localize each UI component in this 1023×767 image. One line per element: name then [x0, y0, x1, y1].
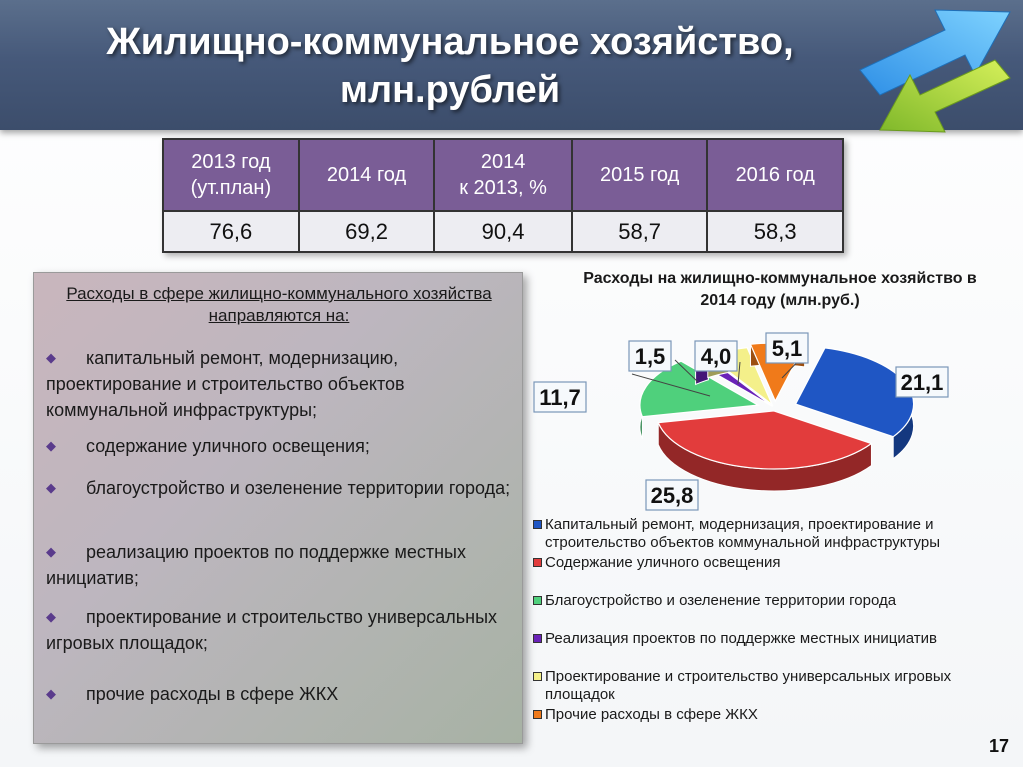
- leader-line: [674, 359, 699, 383]
- legend-label: Содержание уличного освещения: [545, 554, 781, 571]
- list-item: ◆ прочие расходы в сфере ЖКХ: [46, 681, 516, 707]
- page-title-line2: млн.рублей: [339, 69, 561, 111]
- pie-slice: [794, 347, 915, 460]
- list-item: ◆ проектирование и строительство универса…: [46, 604, 516, 656]
- bullet-icon: ◆: [46, 350, 56, 365]
- leader-line: [737, 361, 741, 385]
- list-item: ◆ реализацию проектов по поддержке местны…: [46, 539, 516, 591]
- table-cell: 90,4: [433, 210, 573, 253]
- list-item: ◆ благоустройство и озеленение территории…: [46, 475, 516, 501]
- legend-swatch: [533, 596, 542, 605]
- data-label: 1,5: [628, 340, 672, 372]
- data-label: 4,0: [694, 340, 738, 372]
- bullet-icon: ◆: [46, 480, 56, 495]
- svg-text:1,5: 1,5: [635, 344, 666, 369]
- page-title: Жилищно-коммунальное хозяйство, млн.рубл…: [60, 18, 840, 114]
- pie-slice: [657, 410, 873, 492]
- table-cell: 58,3: [706, 210, 844, 253]
- legend-swatch: [533, 672, 542, 681]
- chart-title: Расходы на жилищно-коммунальное хозяйств…: [583, 270, 977, 309]
- legend-label: Реализация проектов по поддержке местных…: [545, 630, 937, 647]
- leader-line: [631, 373, 711, 397]
- bullet-icon: ◆: [46, 544, 56, 559]
- list-item: ◆ капитальный ремонт, модернизацию, проек…: [46, 345, 516, 423]
- table-header-cell: 2014 к 2013, %: [433, 138, 573, 212]
- legend-label: Прочие расходы в сфере ЖКХ: [545, 706, 758, 723]
- legend-label: Проектирование и строительство универсал…: [545, 668, 952, 703]
- data-label: 5,1: [765, 332, 809, 364]
- legend-swatch: [533, 520, 542, 529]
- legend-label: Благоустройство и озеленение территории …: [545, 592, 897, 609]
- table-cell: 69,2: [297, 210, 436, 253]
- page-number: 17: [988, 736, 1009, 756]
- table-header-cell: 2014 год: [297, 138, 436, 212]
- table-header-row: 2013 год (ут.план) 2014 год 2014 к 2013, %…: [162, 138, 844, 212]
- list-item: ◆ содержание уличного освещения;: [46, 433, 516, 459]
- page-title-line1: Жилищно-коммунальное хозяйство,: [106, 21, 794, 63]
- legend-swatch: [533, 634, 542, 643]
- bullet-icon: ◆: [46, 686, 56, 701]
- data-label: 25,8: [645, 479, 699, 511]
- panel-title: Расходы в сфере жилищно-коммунального хо…: [66, 284, 492, 325]
- svg-text:21,1: 21,1: [901, 370, 944, 395]
- data-label: 21,1: [895, 366, 949, 398]
- svg-text:4,0: 4,0: [701, 344, 732, 369]
- table-header-cell: 2015 год: [570, 138, 709, 212]
- bullet-icon: ◆: [46, 609, 56, 624]
- svg-text:11,7: 11,7: [539, 385, 581, 410]
- svg-text:25,8: 25,8: [651, 483, 694, 508]
- expenses-panel: Расходы в сфере жилищно-коммунального хо…: [33, 272, 523, 744]
- arrows-logo-icon: [859, 9, 1011, 133]
- svg-text:5,1: 5,1: [772, 336, 803, 361]
- pie-slice: [639, 360, 760, 439]
- legend-swatch: [533, 710, 542, 719]
- table-row: 76,6 69,2 90,4 58,7 58,3: [162, 210, 844, 253]
- table-cell: 58,7: [570, 210, 709, 253]
- legend-swatch: [533, 558, 542, 567]
- bullet-icon: ◆: [46, 438, 56, 453]
- legend-label: Капитальный ремонт, модернизация, проект…: [545, 516, 940, 551]
- budget-table: 2013 год (ут.план) 2014 год 2014 к 2013, %…: [162, 138, 844, 253]
- data-label: 11,7: [533, 381, 587, 413]
- header-band: Жилищно-коммунальное хозяйство, млн.рубл…: [0, 0, 1023, 130]
- pie-chart: 21,1 25,8 11,7 1,5 4,0 5,1: [533, 332, 949, 511]
- table-header-cell: 2016 год: [706, 138, 844, 212]
- table-header-cell: 2013 год (ут.план): [162, 138, 300, 212]
- table-cell: 76,6: [162, 210, 300, 253]
